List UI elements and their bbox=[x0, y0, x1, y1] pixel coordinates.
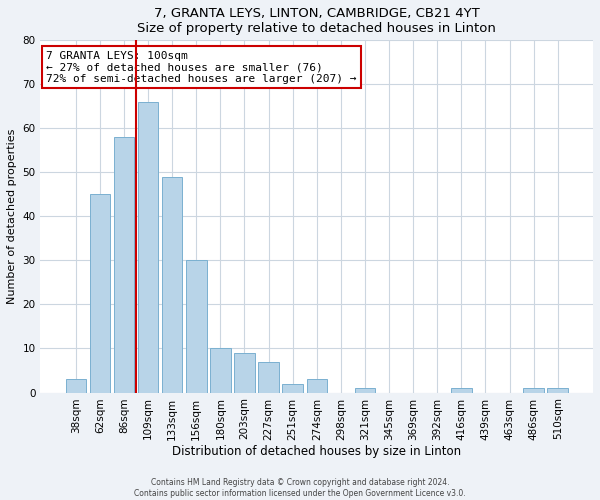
Text: Contains HM Land Registry data © Crown copyright and database right 2024.
Contai: Contains HM Land Registry data © Crown c… bbox=[134, 478, 466, 498]
Bar bbox=[210, 348, 230, 393]
Bar bbox=[234, 353, 255, 393]
Bar bbox=[89, 194, 110, 392]
Bar bbox=[523, 388, 544, 392]
X-axis label: Distribution of detached houses by size in Linton: Distribution of detached houses by size … bbox=[172, 445, 461, 458]
Bar bbox=[65, 380, 86, 392]
Bar bbox=[355, 388, 375, 392]
Text: 7 GRANTA LEYS: 100sqm
← 27% of detached houses are smaller (76)
72% of semi-deta: 7 GRANTA LEYS: 100sqm ← 27% of detached … bbox=[46, 51, 356, 84]
Bar bbox=[162, 177, 182, 392]
Title: 7, GRANTA LEYS, LINTON, CAMBRIDGE, CB21 4YT
Size of property relative to detache: 7, GRANTA LEYS, LINTON, CAMBRIDGE, CB21 … bbox=[137, 7, 496, 35]
Bar bbox=[114, 137, 134, 392]
Bar bbox=[307, 380, 327, 392]
Bar bbox=[547, 388, 568, 392]
Bar bbox=[259, 362, 279, 392]
Y-axis label: Number of detached properties: Number of detached properties bbox=[7, 128, 17, 304]
Bar bbox=[138, 102, 158, 393]
Bar bbox=[283, 384, 303, 392]
Bar bbox=[451, 388, 472, 392]
Bar bbox=[186, 260, 206, 392]
